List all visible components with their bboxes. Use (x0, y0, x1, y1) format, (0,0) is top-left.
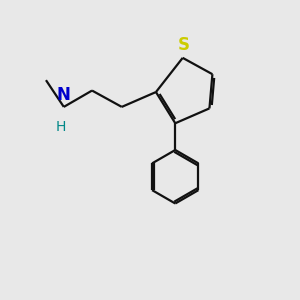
Text: H: H (56, 120, 66, 134)
Text: N: N (57, 86, 71, 104)
Text: S: S (178, 36, 190, 54)
